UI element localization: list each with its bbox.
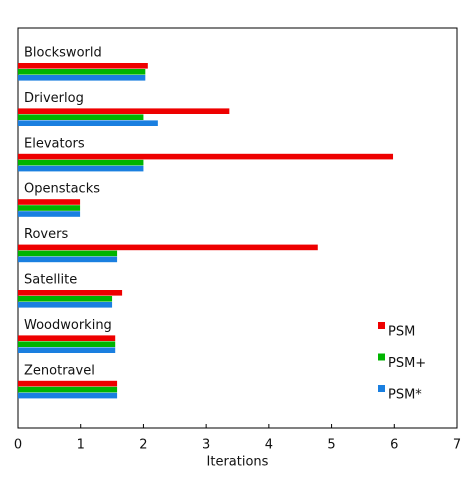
bar (18, 256, 118, 263)
x-tick-label: 2 (139, 438, 147, 453)
bar (18, 296, 113, 302)
bar (18, 114, 144, 120)
legend-marker (378, 353, 385, 361)
category-label: Rovers (24, 227, 68, 242)
x-tick-label: 4 (265, 438, 273, 453)
x-tick-label: 3 (202, 438, 210, 453)
category-label: Zenotravel (24, 363, 95, 378)
bar (18, 205, 81, 211)
bar (18, 159, 144, 166)
bar (18, 386, 118, 393)
legend-label: PSM+ (388, 356, 426, 371)
category-label: Blocksworld (24, 46, 102, 61)
bar (18, 120, 158, 126)
category-label: Woodworking (24, 318, 112, 333)
bar (18, 244, 318, 251)
bar (18, 211, 81, 217)
legend-marker (378, 385, 385, 392)
category-label: Elevators (24, 136, 85, 151)
bar (18, 165, 144, 172)
legend-marker (378, 322, 385, 329)
bar (18, 302, 113, 308)
category-label: Driverlog (24, 91, 84, 106)
bar (18, 75, 146, 81)
bar (18, 69, 146, 75)
bar (18, 153, 394, 160)
bar (18, 341, 116, 347)
x-tick-label: 5 (327, 438, 335, 453)
bar (18, 250, 118, 257)
legend-label: PSM (388, 325, 415, 340)
bar (18, 380, 118, 387)
bar (18, 392, 118, 399)
x-tick-label: 1 (77, 438, 85, 453)
x-tick-label: 7 (453, 438, 461, 453)
bar (18, 63, 148, 69)
category-label: Openstacks (24, 182, 100, 197)
x-axis-label: Iterations (207, 455, 269, 470)
bar (18, 108, 230, 114)
category-label: Satellite (24, 273, 77, 288)
x-tick-label: 6 (390, 438, 398, 453)
legend-label: PSM* (388, 388, 422, 403)
bar (18, 199, 81, 205)
bar (18, 290, 123, 296)
bar (18, 347, 116, 353)
bar (18, 335, 116, 341)
x-tick-label: 0 (14, 438, 22, 453)
plot-frame (17, 27, 458, 429)
